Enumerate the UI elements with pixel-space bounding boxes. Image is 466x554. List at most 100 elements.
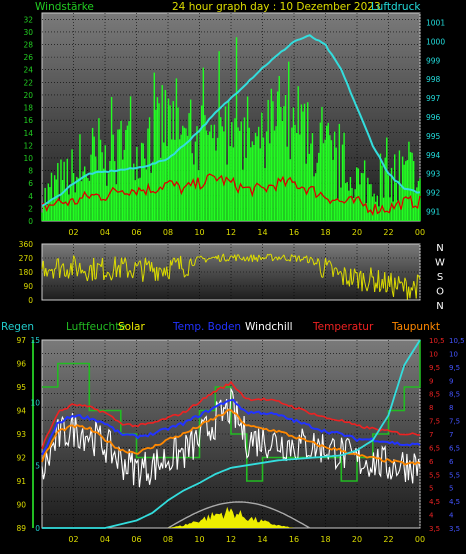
direction-segment	[394, 277, 397, 288]
direction-segment	[372, 276, 376, 292]
direction-segment	[133, 262, 136, 272]
tick-label: 20	[352, 228, 362, 237]
direction-segment	[409, 287, 412, 299]
solar-area	[42, 506, 420, 528]
direction-segment	[74, 257, 77, 267]
direction-segment	[67, 272, 71, 279]
direction-segment	[268, 253, 271, 256]
direction-segment	[284, 258, 287, 261]
tick-label: 991	[426, 208, 441, 217]
tick-label: 997	[426, 94, 441, 103]
tick-label: 94	[16, 407, 26, 416]
wind-direction-grid	[42, 244, 421, 300]
direction-segment	[193, 259, 197, 266]
tick-label: 10,5	[429, 337, 445, 345]
tick-label: 10	[429, 350, 438, 358]
tick-label: 6	[449, 458, 454, 466]
tick-label: 360	[19, 240, 34, 249]
tick-label: 22	[23, 78, 33, 87]
direction-segment	[45, 268, 48, 277]
tick-label: 6	[429, 458, 434, 466]
direction-segment	[345, 271, 348, 285]
direction-segment	[228, 257, 231, 262]
direction-segment	[415, 274, 418, 299]
tick-label: 9,5	[449, 364, 460, 372]
tick-label: 96	[16, 360, 26, 369]
direction-segment	[351, 281, 354, 285]
direction-segment	[325, 257, 328, 266]
tick-label: 18	[320, 535, 330, 544]
direction-segment	[93, 257, 96, 280]
solar-max-curve	[167, 501, 311, 529]
soil-temp-line	[41, 398, 421, 456]
tick-label: 08	[163, 228, 173, 237]
tick-label: 18	[23, 104, 33, 113]
direction-segment	[323, 257, 326, 271]
direction-segment	[390, 272, 393, 291]
compass-label: N	[436, 243, 443, 254]
direction-segment	[143, 257, 146, 274]
tick-label: 4	[28, 192, 33, 201]
direction-segment	[248, 257, 251, 262]
direction-segment	[239, 257, 242, 260]
direction-segment	[183, 275, 187, 278]
tick-label: 12	[226, 535, 236, 544]
direction-segment	[364, 281, 367, 288]
temperature-line	[41, 380, 421, 449]
direction-segment	[191, 264, 194, 267]
direction-segment	[326, 261, 329, 266]
tick-label: 89	[16, 524, 26, 533]
legend-solar: Solar	[118, 321, 145, 333]
direction-segment	[129, 270, 132, 275]
direction-segment	[302, 256, 305, 261]
tick-label: 4,5	[429, 498, 440, 506]
direction-segment	[377, 270, 381, 292]
tick-label: 02	[68, 228, 78, 237]
compass-label: N	[436, 301, 443, 312]
direction-segment	[132, 271, 135, 279]
direction-segment	[210, 257, 213, 259]
direction-segment	[182, 268, 185, 278]
tick-label: 95	[16, 383, 26, 392]
tick-label: 92	[16, 454, 26, 463]
direction-segment	[362, 272, 366, 282]
direction-segment	[235, 254, 238, 262]
direction-segment	[342, 267, 345, 285]
direction-segment	[88, 265, 91, 276]
legend-rain: Regen	[1, 321, 34, 333]
direction-segment	[141, 268, 144, 282]
tick-label: 22	[383, 535, 393, 544]
tick-label: 10	[194, 228, 204, 237]
direction-segment	[350, 268, 353, 285]
direction-segment	[256, 254, 260, 262]
direction-segment	[122, 262, 125, 265]
direction-tick-labels: 0 90 180 270 360	[19, 240, 34, 305]
tick-label: 20	[352, 535, 362, 544]
tick-label: 0	[35, 524, 40, 533]
direction-segment	[139, 260, 143, 269]
direction-segment	[125, 263, 129, 278]
direction-segment	[398, 276, 401, 284]
direction-segment	[340, 271, 343, 275]
humidity-tick-labels: 89 90 91 92 93 94 95 96 97	[16, 336, 26, 533]
direction-segment	[393, 277, 396, 297]
direction-segment	[333, 267, 336, 270]
tick-label: 8	[28, 167, 33, 176]
tick-label: 00	[415, 228, 425, 237]
direction-segment	[60, 264, 63, 269]
direction-segment	[190, 258, 193, 265]
tick-label: 1001	[426, 18, 445, 27]
direction-segment	[73, 255, 76, 259]
tick-label: 7	[449, 431, 453, 439]
direction-segment	[84, 271, 87, 277]
direction-segment	[57, 258, 61, 278]
tick-label: 3,5	[449, 525, 460, 533]
direction-segment	[330, 262, 333, 267]
direction-segment	[229, 255, 232, 258]
hour-tick-labels-bottom: 02 04 06 08 10 12 14 16 18 20 22 00	[68, 535, 425, 544]
direction-segment	[180, 255, 183, 270]
tick-label: 91	[16, 477, 26, 486]
direction-segment	[312, 260, 315, 266]
direction-segment	[385, 290, 388, 293]
